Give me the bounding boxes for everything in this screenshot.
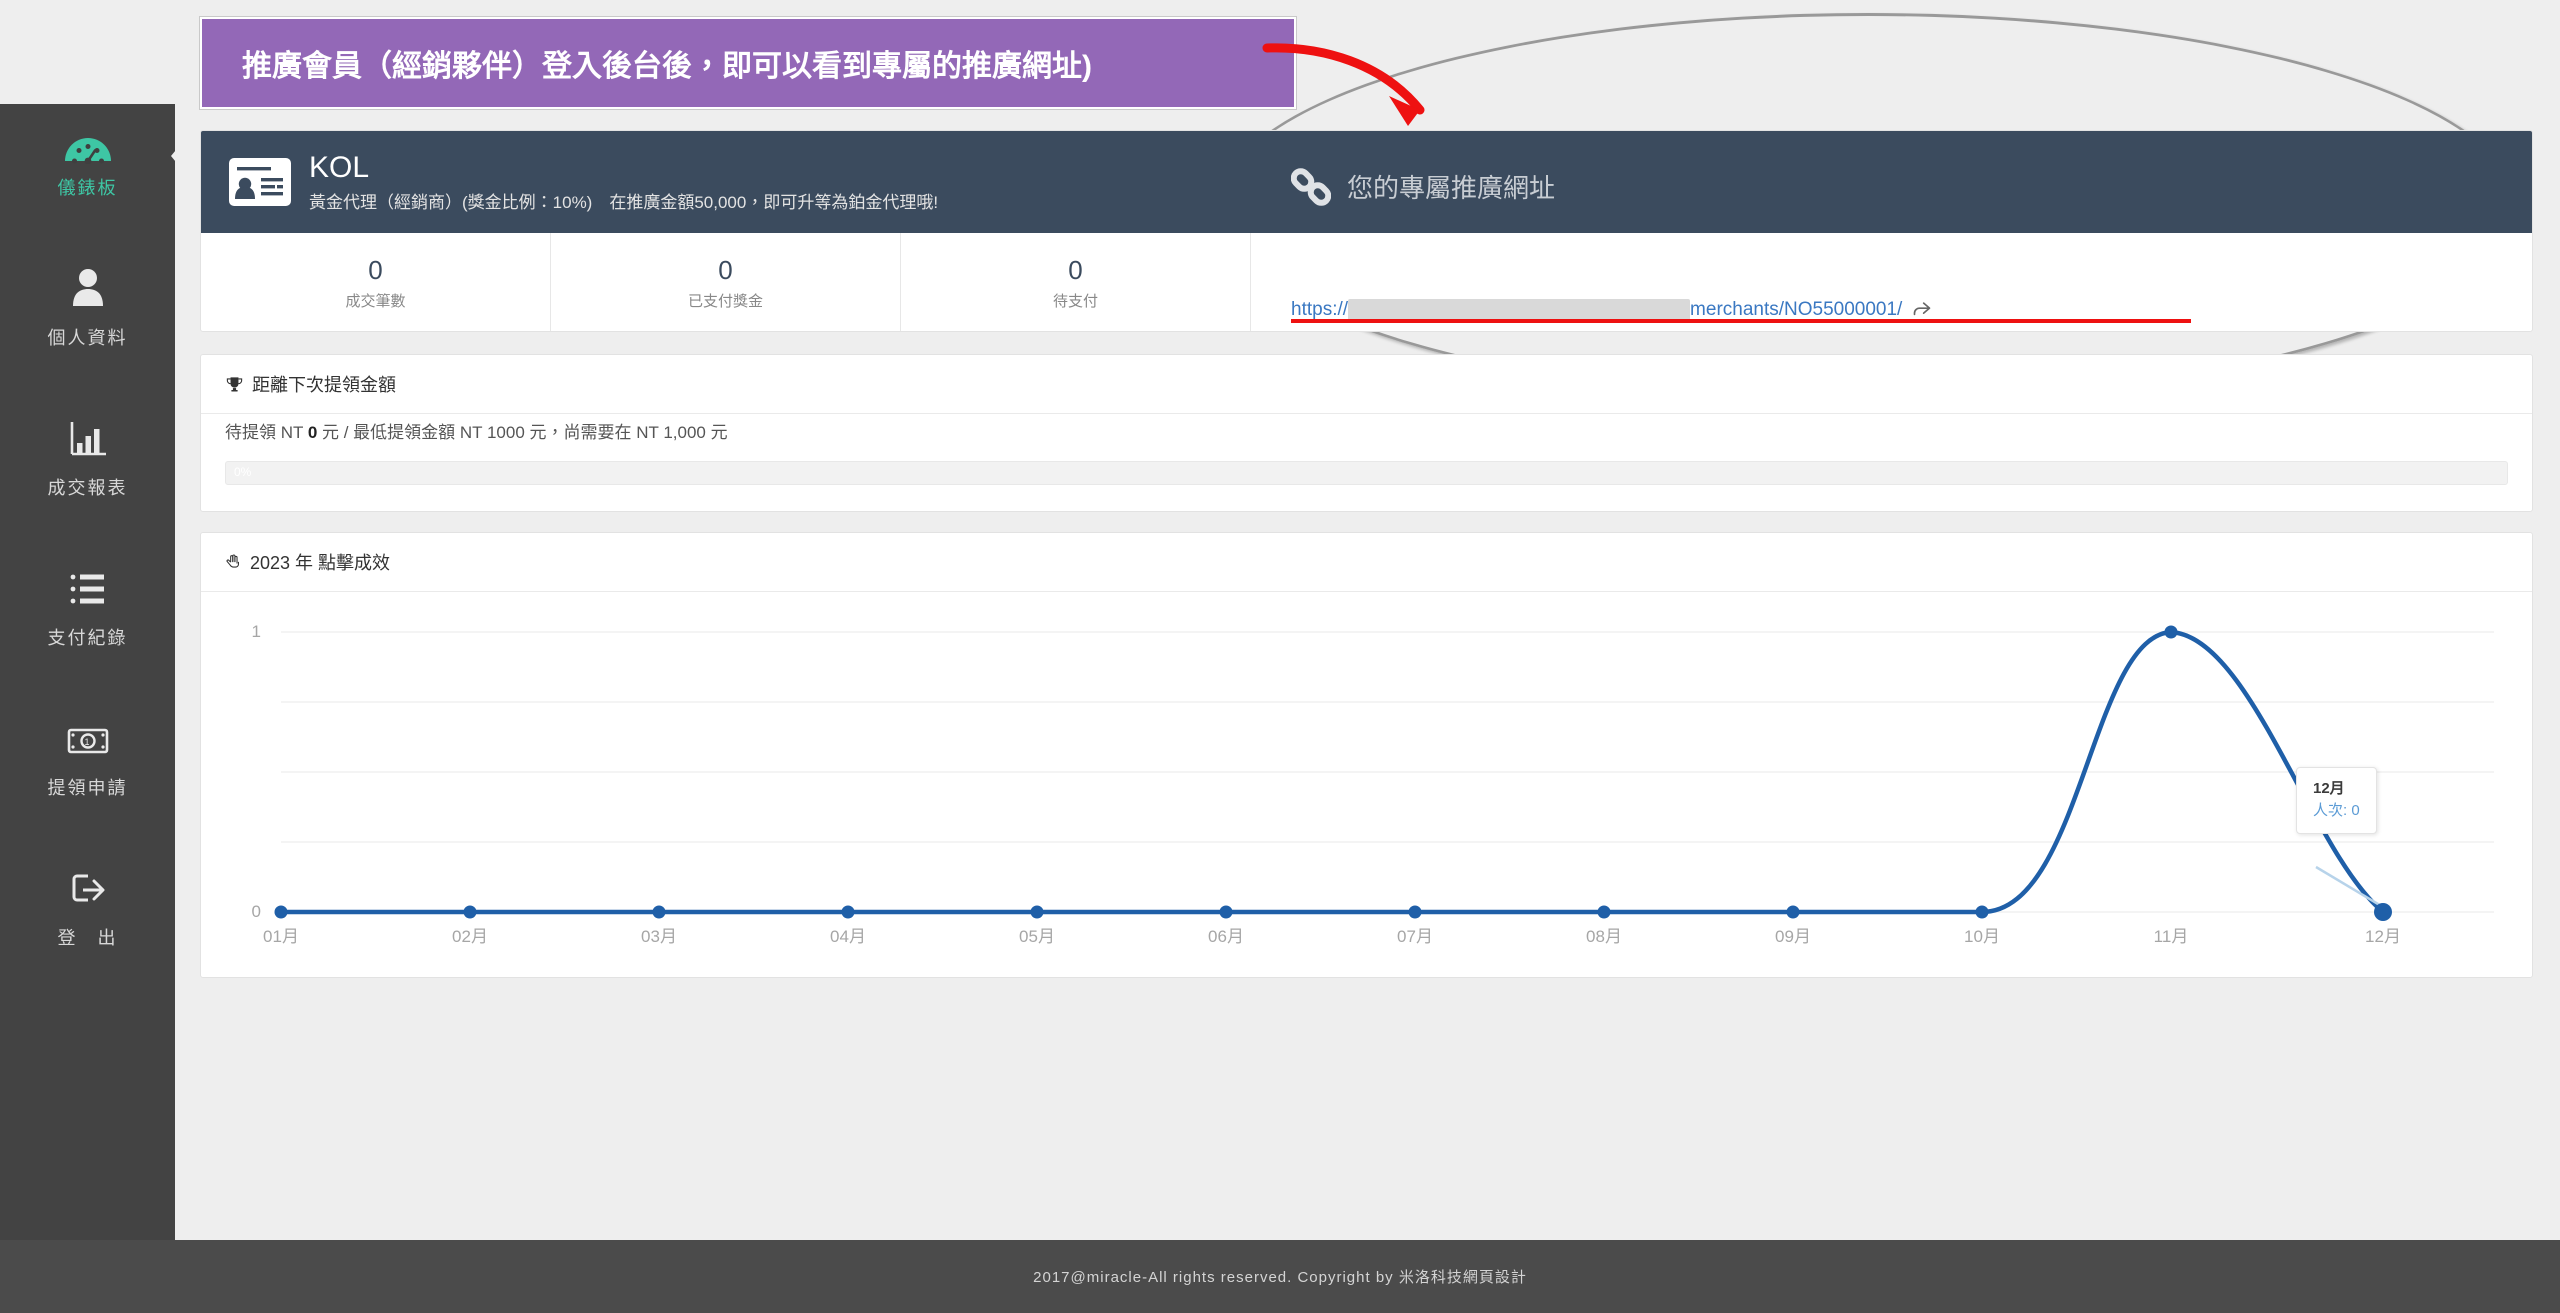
svg-text:0: 0 [252,902,261,921]
svg-text:02月: 02月 [452,927,488,946]
svg-text:12月: 12月 [2365,927,2401,946]
svg-text:10月: 10月 [1964,927,2000,946]
svg-text:01月: 01月 [263,927,299,946]
svg-text:07月: 07月 [1397,927,1433,946]
svg-text:06月: 06月 [1208,927,1244,946]
svg-text:1: 1 [252,622,261,641]
svg-text:04月: 04月 [830,927,866,946]
svg-text:09月: 09月 [1775,927,1811,946]
svg-text:08月: 08月 [1586,927,1622,946]
svg-text:11月: 11月 [2154,927,2189,946]
svg-text:05月: 05月 [1019,927,1055,946]
svg-text:1: 1 [84,737,91,747]
svg-text:03月: 03月 [641,927,677,946]
